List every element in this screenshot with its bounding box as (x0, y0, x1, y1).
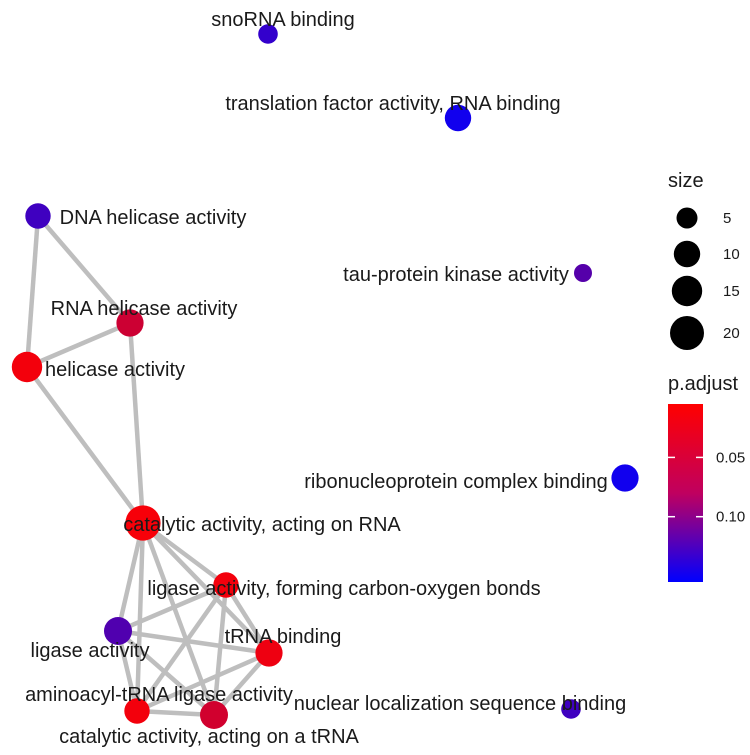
node-label-dnah: DNA helicase activity (60, 207, 247, 229)
edge-cat_rna-trna (141, 521, 271, 655)
node-tfa (444, 104, 472, 132)
edge-cat_rna-aa_trna (134, 522, 146, 712)
size-legend-label-20: 20 (723, 325, 740, 342)
node-tau (574, 264, 592, 282)
node-label-tau: tau-protein kinase activity (343, 264, 569, 286)
color-legend: p.adjust 0.05 0.10 (668, 373, 745, 582)
edge-lig-cat_trna (116, 629, 216, 717)
edge-dnah-hel (24, 215, 41, 368)
labels-layer: snoRNA binding translation factor activit… (25, 9, 626, 748)
size-legend-label-15: 15 (723, 283, 740, 300)
nodes-layer (11, 24, 639, 729)
edge-lig-trna (117, 628, 270, 656)
size-legend-label-5: 5 (723, 210, 731, 227)
node-rnah (116, 309, 144, 337)
edge-lig_co-lig (117, 582, 227, 634)
node-label-nls: nuclear localization sequence binding (294, 693, 626, 715)
edge-lig_co-aa_trna (135, 583, 228, 713)
edge-cat_rna-lig (115, 522, 146, 632)
size-legend-dot-20 (670, 316, 704, 350)
node-lig_co (213, 572, 239, 598)
edge-trna-aa_trna (136, 650, 270, 714)
color-legend-label-1: 0.10 (716, 509, 745, 526)
size-legend-label-10: 10 (723, 246, 740, 263)
node-trna (255, 639, 283, 667)
size-legend-dot-10 (673, 240, 701, 268)
node-rnp (611, 464, 639, 492)
node-label-cat_trna: catalytic activity, acting on a tRNA (59, 726, 359, 748)
node-cat_rna (125, 505, 161, 541)
node-nls (561, 699, 581, 719)
edge-rnah-hel (26, 320, 131, 370)
size-legend-title: size (668, 170, 704, 192)
node-label-trna: tRNA binding (225, 626, 342, 648)
color-legend-gradient-bar (668, 404, 703, 582)
edge-lig_co-cat_trna (211, 584, 229, 716)
node-label-aa_trna: aminoacyl-tRNA ligase activity (25, 684, 293, 706)
color-legend-label-0: 0.05 (716, 449, 745, 466)
node-label-tfa: translation factor activity, RNA binding (225, 93, 560, 115)
node-aa_trna (124, 698, 150, 724)
node-dnah (25, 203, 51, 229)
size-legend-dot-5 (676, 207, 698, 229)
edge-rnah-cat_rna (127, 322, 146, 524)
node-label-cat_rna: catalytic activity, acting on RNA (123, 514, 401, 536)
edge-hel-cat_rna (25, 365, 145, 525)
edge-dnah-rnah (36, 214, 132, 325)
size-legend-dot-15 (671, 275, 703, 307)
node-label-lig: ligase activity (31, 640, 150, 662)
node-cat_trna (200, 701, 228, 729)
node-label-rnp: ribonucleoprotein complex binding (304, 471, 608, 493)
node-lig (104, 617, 132, 645)
size-legend: size 5 10 15 20 (668, 170, 740, 350)
color-legend-title: p.adjust (668, 373, 738, 395)
node-label-rnah: RNA helicase activity (51, 298, 238, 320)
node-hel (11, 351, 43, 383)
node-label-hel: helicase activity (45, 359, 185, 381)
node-label-snorna: snoRNA binding (211, 9, 354, 31)
node-label-lig_co: ligase activity, forming carbon-oxygen b… (147, 578, 540, 600)
node-snorna (258, 24, 278, 44)
